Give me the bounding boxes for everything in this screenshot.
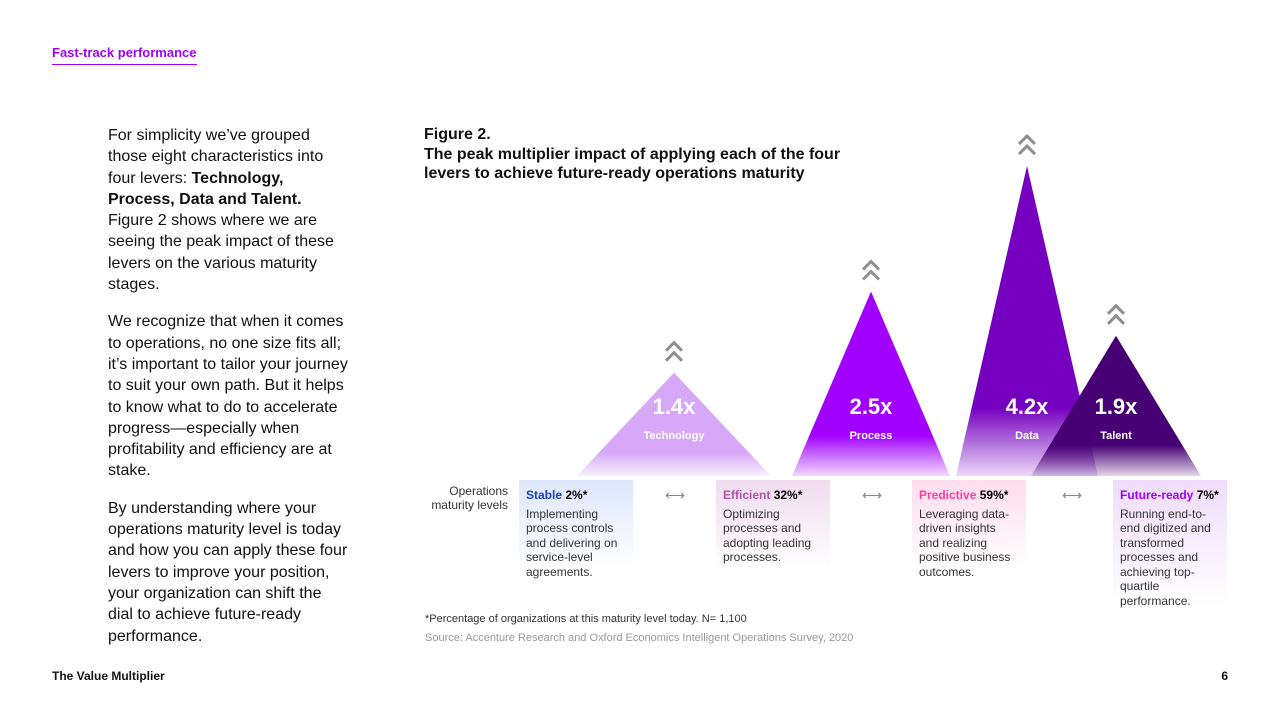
level-title: Predictive 59%*	[919, 488, 1019, 503]
peak-value-label: 2.5x	[850, 394, 894, 419]
level-percent: 32%*	[773, 488, 803, 502]
peak-value-label: 1.9x	[1095, 394, 1139, 419]
double-chevron-up-icon	[1106, 303, 1126, 325]
level-description: Optimizing processes and adopting leadin…	[723, 506, 812, 565]
level-percent: 2%*	[565, 488, 588, 502]
level-name: Efficient	[723, 488, 771, 502]
footer-title: The Value Multiplier	[52, 669, 165, 683]
paragraph-understanding: By understanding where your operations m…	[108, 499, 348, 645]
double-arrow-icon: ⟷	[1061, 487, 1083, 503]
level-description: Running end-to-end digitized and transfo…	[1120, 506, 1211, 608]
level-description: Implementing process controls and delive…	[526, 506, 618, 579]
paragraph-levers: For simplicity we’ve grouped those eight…	[108, 125, 348, 295]
level-name: Future-ready	[1120, 488, 1194, 502]
paragraph-levers-rest: Figure 2 shows where we are seeing the p…	[108, 212, 334, 294]
peak-technology	[577, 372, 771, 476]
peak-name-label: Process	[850, 430, 893, 442]
level-percent: 7%*	[1196, 488, 1219, 502]
level-name: Stable	[526, 488, 563, 502]
level-description: Leveraging data-driven insights and real…	[919, 506, 1011, 579]
level-card-stable: Stable 2%* Implementing process controls…	[519, 480, 633, 579]
body-text: For simplicity we’ve grouped those eight…	[108, 125, 348, 663]
peak-name-label: Technology	[644, 430, 706, 442]
paragraph-no-size-fits-all: We recognize that when it comes to opera…	[108, 313, 348, 480]
figure-label: Figure 2.	[424, 126, 491, 143]
level-title: Stable 2%*	[526, 488, 626, 503]
level-card-predictive: Predictive 59%* Leveraging data-driven i…	[912, 480, 1026, 579]
levers-list: Technology, Process, Data and Talent.	[108, 169, 302, 208]
page-number: 6	[1221, 669, 1228, 683]
double-arrow-icon: ⟷	[861, 487, 883, 503]
peak-data	[956, 166, 1098, 477]
double-chevron-up-icon	[664, 340, 684, 362]
level-name: Predictive	[919, 488, 977, 502]
level-percent: 59%*	[979, 488, 1009, 502]
figure-title: The peak multiplier impact of applying e…	[424, 146, 841, 182]
peak-name-label: Talent	[1100, 430, 1132, 442]
peak-value-label: 4.2x	[1006, 394, 1050, 419]
level-title: Future-ready 7%*	[1120, 488, 1220, 503]
footnote: *Percentage of organizations at this mat…	[425, 613, 747, 625]
levels-caption: Operations maturity levels	[431, 484, 508, 512]
double-chevron-up-icon	[1017, 133, 1037, 156]
double-chevron-up-icon	[861, 259, 881, 281]
peak-value-label: 1.4x	[653, 394, 697, 419]
level-title: Efficient 32%*	[723, 488, 823, 503]
double-arrow-icon: ⟷	[664, 487, 686, 503]
peak-talent	[1031, 335, 1201, 476]
peak-process	[792, 291, 950, 476]
level-card-efficient: Efficient 32%* Optimizing processes and …	[716, 480, 830, 568]
paragraph-levers-intro: For simplicity we’ve grouped those eight…	[108, 127, 324, 187]
section-link[interactable]: Fast-track performance	[52, 45, 197, 65]
peak-name-label: Data	[1015, 430, 1040, 442]
source-note: Source: Accenture Research and Oxford Ec…	[425, 632, 854, 644]
level-card-future-ready: Future-ready 7%* Running end-to-end digi…	[1113, 480, 1227, 608]
